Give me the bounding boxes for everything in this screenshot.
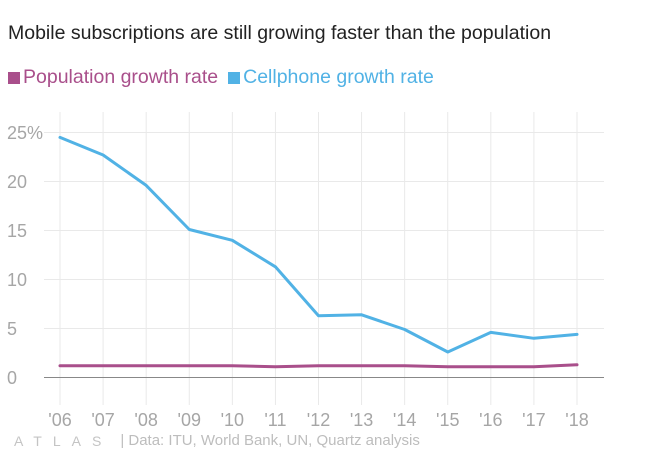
data-point (317, 364, 320, 367)
series-layer (58, 135, 579, 369)
x-tick-label: '06 (48, 410, 71, 430)
y-axis-ticks: 0 5 10 15 20 25% (7, 123, 43, 388)
data-point (575, 333, 579, 336)
data-point (360, 313, 363, 316)
x-tick-label: '11 (264, 410, 286, 430)
data-point (274, 265, 277, 268)
y-tick-label: 15 (7, 221, 27, 241)
data-point (58, 136, 62, 139)
grid-layer (44, 112, 604, 405)
chart-title: Mobile subscriptions are still growing f… (8, 22, 552, 44)
legend: Population growth rate Cellphone growth … (8, 66, 444, 89)
x-tick-label: '08 (134, 410, 157, 430)
data-point (101, 153, 105, 157)
y-tick-label: 20 (7, 172, 27, 192)
x-tick-label: '17 (522, 410, 545, 430)
data-point (360, 364, 363, 367)
data-point (144, 184, 148, 187)
x-tick-label: '13 (350, 410, 373, 430)
y-tick-label: 0 (7, 368, 17, 388)
x-tick-label: '14 (393, 410, 416, 430)
data-point (575, 363, 579, 366)
data-point (101, 364, 105, 367)
legend-label-population: Population growth rate (23, 66, 219, 88)
data-point (489, 365, 493, 368)
x-tick-label: '07 (91, 410, 114, 430)
legend-swatch-population (8, 71, 20, 84)
y-tick-label: 25% (7, 123, 43, 143)
data-point (188, 364, 191, 367)
footer: ATLAS | Data: ITU, World Bank, UN, Quart… (14, 432, 420, 449)
data-point (489, 331, 493, 334)
x-axis-ticks: '06 '07 '08 '09 '10 '11 '12 '13 '14 '15 '16 '17 '18 (48, 410, 588, 430)
y-tick-label: 5 (7, 319, 17, 339)
data-point (403, 328, 406, 331)
x-tick-label: '18 (565, 410, 588, 430)
x-tick-label: '15 (436, 410, 459, 430)
data-point (274, 365, 277, 368)
data-point (446, 350, 449, 354)
x-tick-label: '12 (307, 410, 330, 430)
data-point (532, 365, 536, 368)
data-point (231, 239, 234, 242)
data-point (144, 364, 148, 367)
data-point (58, 364, 62, 367)
x-tick-label: '09 (178, 410, 201, 430)
data-point (446, 365, 449, 368)
data-point (231, 364, 234, 367)
y-tick-label: 10 (7, 270, 27, 290)
legend-swatch-cellphone (228, 71, 241, 84)
atlas-logo: ATLAS (14, 432, 113, 449)
data-point (317, 314, 320, 317)
legend-item-cellphone: Cellphone growth rate (228, 66, 434, 89)
data-point (532, 337, 536, 340)
data-point (188, 228, 191, 231)
x-tick-label: '10 (221, 410, 244, 430)
legend-item-population: Population growth rate (8, 66, 218, 89)
source-note: | Data: ITU, World Bank, UN, Quartz anal… (120, 432, 420, 449)
legend-label-cellphone: Cellphone growth rate (243, 66, 434, 88)
x-tick-label: '16 (479, 410, 502, 430)
data-point (403, 364, 406, 367)
